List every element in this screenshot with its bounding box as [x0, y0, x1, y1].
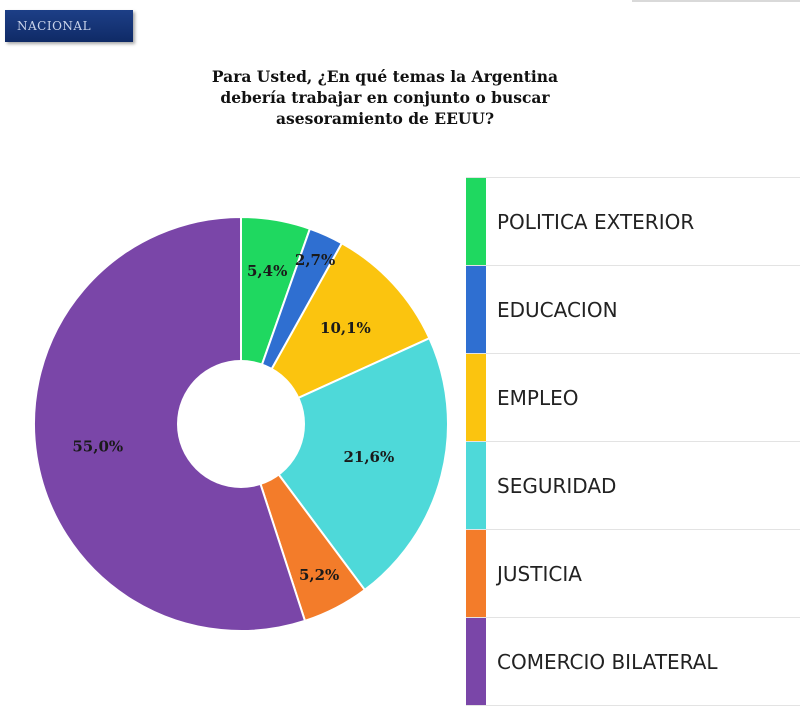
slice-value-label: 5,4% [247, 262, 287, 280]
legend-swatch [466, 530, 486, 617]
slice-value-label: 5,2% [299, 566, 339, 584]
legend-label: SEGURIDAD [497, 474, 617, 498]
legend-item-comercio-bilateral: COMERCIO BILATERAL [466, 618, 800, 706]
donut-slices [33, 215, 449, 632]
legend-item-politica-exterior: POLITICA EXTERIOR [466, 178, 800, 266]
top-divider [632, 0, 800, 2]
chart-title: Para Usted, ¿En qué temas la Argentina d… [175, 66, 595, 129]
chart-title-line-2: debería trabajar en conjunto o buscar [220, 88, 550, 107]
legend-item-empleo: EMPLEO [466, 354, 800, 442]
section-badge: NACIONAL [5, 10, 133, 42]
legend-swatch [466, 178, 486, 265]
legend-label: JUSTICIA [497, 562, 582, 586]
legend-label: COMERCIO BILATERAL [497, 650, 718, 674]
chart-title-line-1: Para Usted, ¿En qué temas la Argentina [211, 67, 559, 86]
legend-swatch [466, 354, 486, 441]
legend-label: EDUCACION [497, 298, 618, 322]
legend-item-seguridad: SEGURIDAD [466, 442, 800, 530]
legend-swatch [466, 266, 486, 353]
donut-value-labels: 5,4% 2,7% 10,1% 21,6% 5,2% 55,0% [72, 251, 394, 584]
legend-item-educacion: EDUCACION [466, 266, 800, 354]
legend-label: POLITICA EXTERIOR [497, 210, 695, 234]
slice-value-label: 55,0% [72, 438, 123, 456]
legend-swatch [466, 442, 486, 529]
slice-value-label: 10,1% [320, 319, 371, 337]
slice-empleo [238, 241, 431, 427]
donut-hole [177, 360, 305, 488]
slice-value-label: 2,7% [295, 251, 335, 269]
donut-chart: 5,4% 2,7% 10,1% 21,6% 5,2% 55,0% [33, 215, 449, 632]
legend-label: EMPLEO [497, 386, 579, 410]
legend-item-justicia: JUSTICIA [466, 530, 800, 618]
slice-value-label: 21,6% [343, 448, 394, 466]
chart-title-line-3: asesoramiento de EEUU? [275, 109, 495, 128]
legend-swatch [466, 618, 486, 705]
slice-comercio-bilateral [33, 215, 307, 632]
chart-legend: POLITICA EXTERIOR EDUCACION EMPLEO SEGUR… [466, 177, 800, 706]
